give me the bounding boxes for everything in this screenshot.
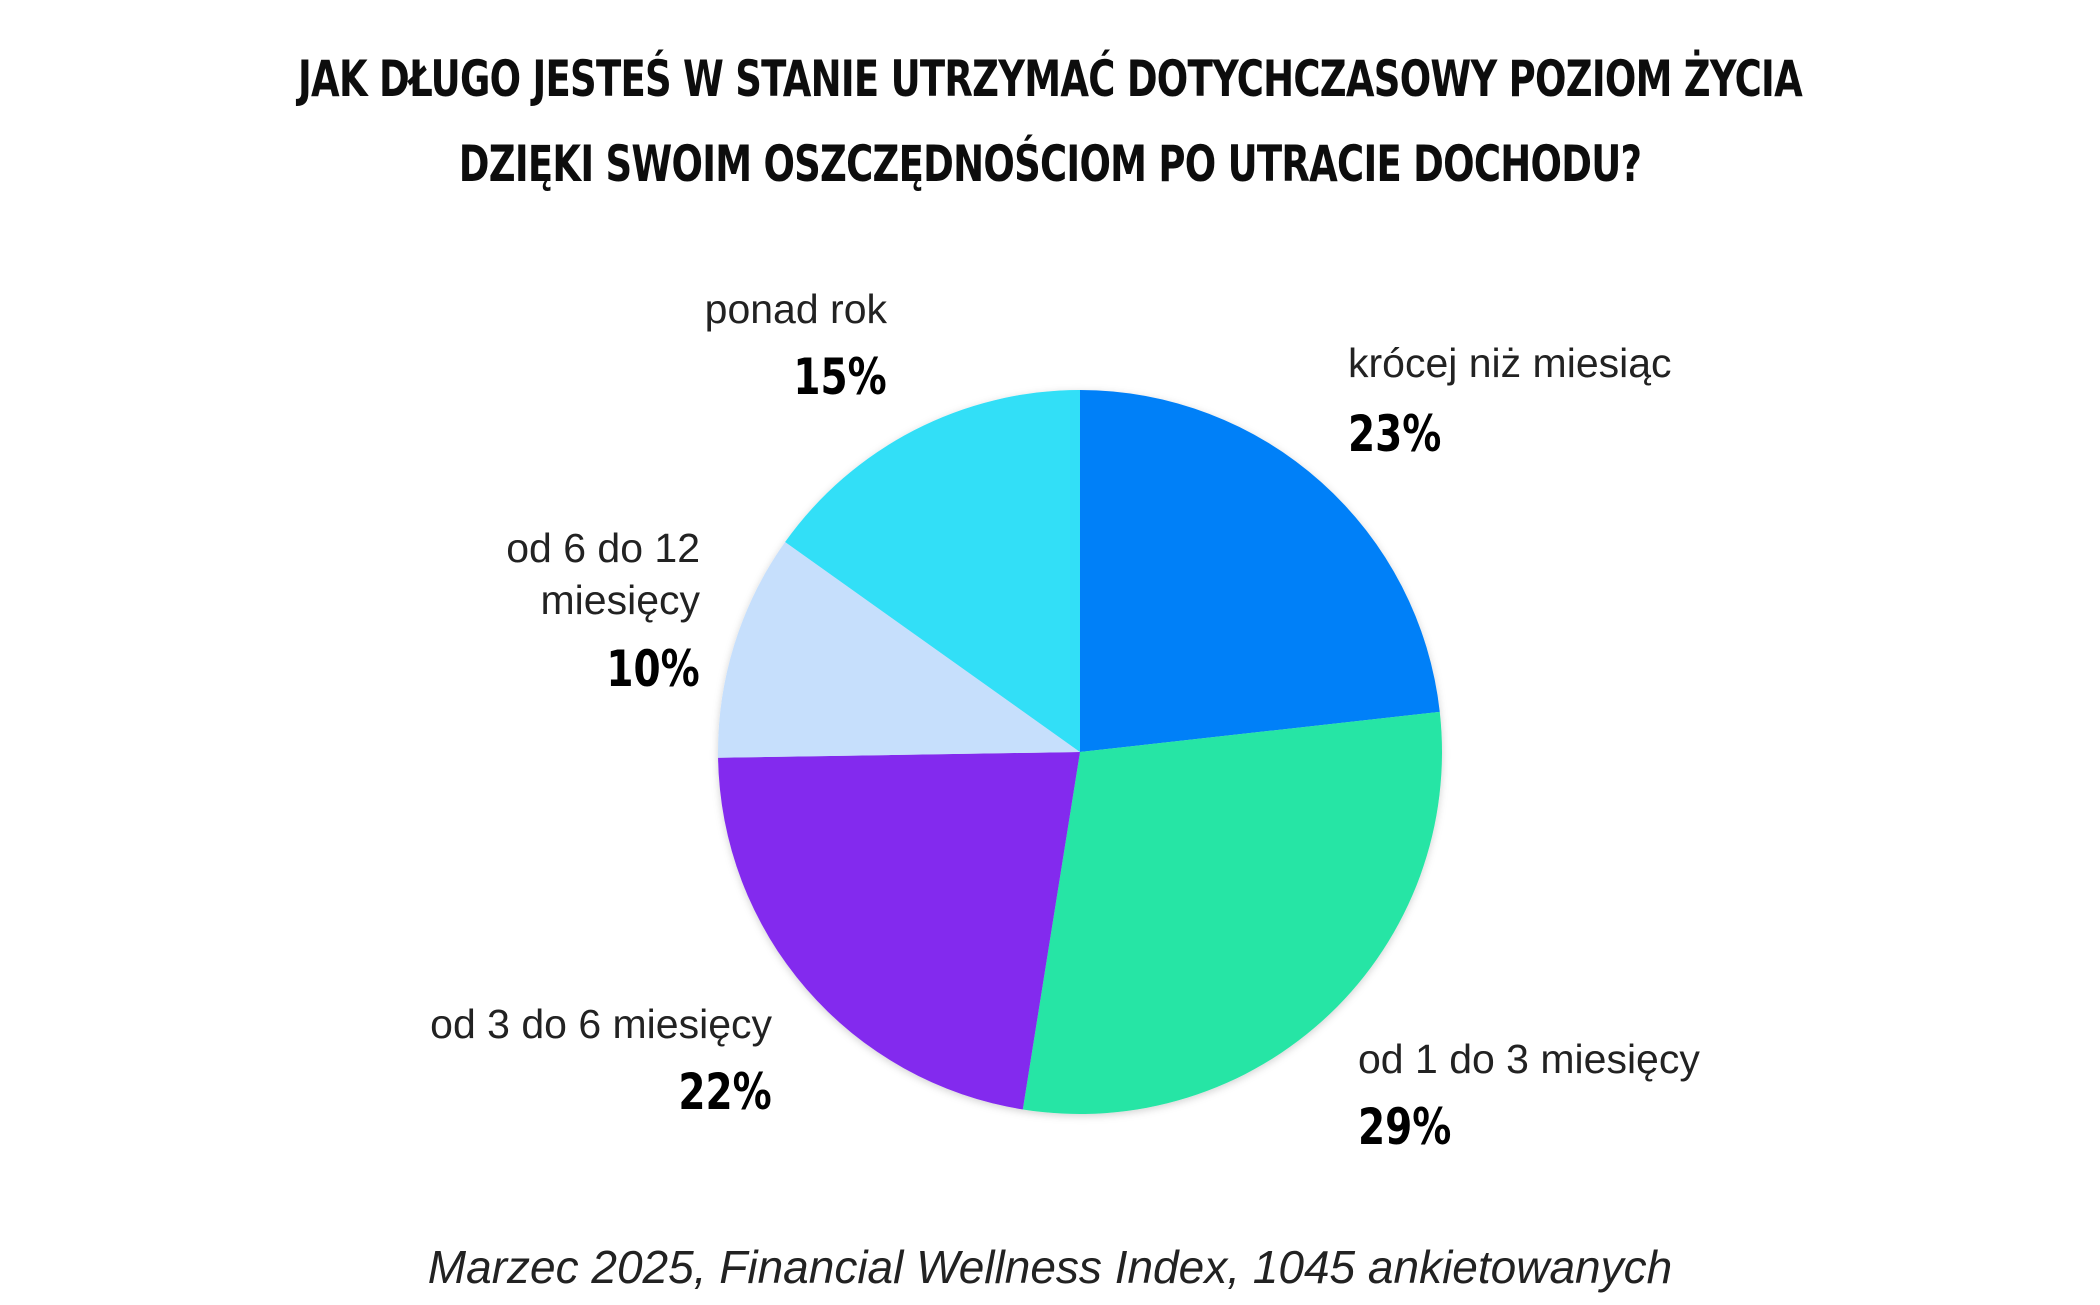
slice-value-od-3-do-6-miesiecy: 22% (678, 1063, 772, 1121)
slice-label-od-1-do-3-miesiecy: od 1 do 3 miesięcy (1358, 1036, 1700, 1082)
slice-label-od-6-do-12-miesiecy-line-2: miesięcy (540, 577, 700, 623)
slice-label-od-6-do-12-miesiecy-line-1: od 6 do 12 (506, 525, 700, 571)
pie-slice-od-3-do-6-miesięcy (718, 752, 1080, 1110)
slice-value-krocej-niz-miesiac: 23% (1348, 405, 1442, 463)
source-note: Marzec 2025, Financial Wellness Index, 1… (427, 1241, 1673, 1293)
pie-slice-od-6-do-12-miesięcy (718, 542, 1080, 758)
slice-label-od-3-do-6-miesiecy: od 3 do 6 miesięcy (430, 1001, 772, 1047)
pie-slice-od-1-do-3-miesięcy (1022, 711, 1442, 1114)
slice-label-ponad-rok: ponad rok (704, 286, 887, 332)
pie-slice-krócej-niż-miesiąc (1080, 390, 1440, 752)
slice-value-od-1-do-3-miesiecy: 29% (1358, 1098, 1452, 1156)
slice-value-ponad-rok: 15% (793, 348, 887, 406)
slice-label-krocej-niz-miesiac: krócej niż miesiąc (1348, 340, 1672, 386)
pie-slice-ponad-rok (785, 390, 1080, 752)
pie-slices (718, 390, 1442, 1114)
chart-title-line-1: JAK DŁUGO JESTEŚ W STANIE UTRZYMAĆ DOTYC… (298, 50, 1803, 108)
chart-title-line-2: DZIĘKI SWOIM OSZCZĘDNOŚCIOM PO UTRACIE D… (458, 135, 1642, 193)
slice-value-od-6-do-12-miesiecy: 10% (606, 640, 700, 698)
